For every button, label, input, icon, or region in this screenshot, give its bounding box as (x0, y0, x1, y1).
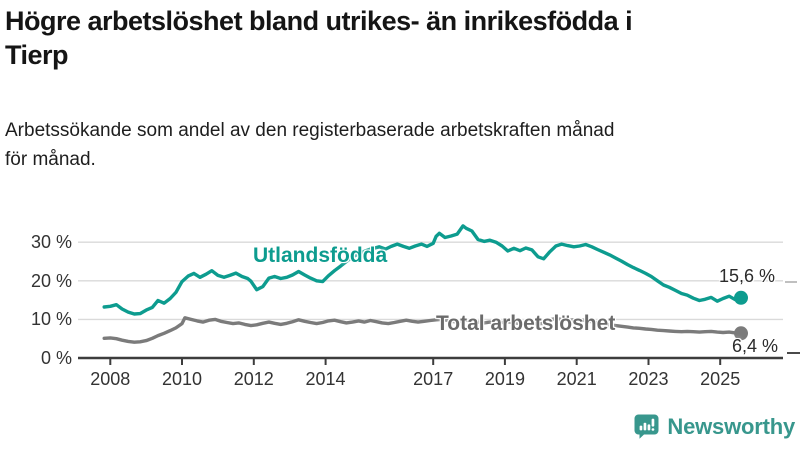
series-label-total-arbetsloshet: Total arbetslöshet (436, 312, 616, 335)
x-axis-tick-label: 2010 (162, 369, 203, 389)
bar-chart-speech-bubble-icon (633, 413, 660, 440)
x-axis-tick-label: 2025 (700, 369, 741, 389)
x-axis-tick-label: 2021 (556, 369, 597, 389)
x-axis-tick-label: 2008 (90, 369, 131, 389)
page-title: Högre arbetslöshet bland utrikes- än inr… (5, 6, 633, 70)
x-axis-tick-label: 2014 (305, 369, 346, 389)
x-axis-tick-label: 2012 (233, 369, 274, 389)
end-value-label-utlandsfodda: 15,6 % (718, 266, 775, 286)
series-label-utlandsfodda: Utlandsfödda (253, 244, 388, 267)
newsworthy-logo[interactable]: Newsworthy (633, 413, 795, 440)
x-axis-tick-label: 2023 (628, 369, 669, 389)
x-axis-tick-label: 2017 (413, 369, 454, 389)
page-subtitle: Arbetssökande som andel av den registerb… (5, 120, 615, 170)
y-axis-tick-label: 0 % (40, 348, 72, 368)
y-axis-tick-label: 30 % (30, 232, 72, 253)
y-axis-tick-label: 10 % (30, 309, 72, 330)
end-value-label-total: 6,4 % (731, 336, 778, 356)
newsworthy-logo-text: Newsworthy (667, 413, 795, 439)
y-axis-tick-label: 20 % (30, 270, 72, 291)
x-axis-tick-label: 2019 (484, 369, 525, 389)
